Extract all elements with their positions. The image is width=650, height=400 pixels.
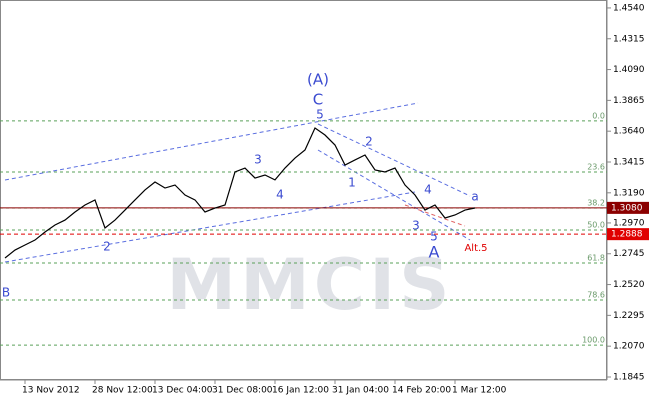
y-tick-label: 1.4540 [613, 3, 645, 13]
y-tick-label: 1.3415 [613, 157, 645, 167]
y-tick-label: 1.2970 [613, 218, 645, 228]
wave-label: 4 [276, 188, 284, 202]
y-tick-label: 1.3865 [613, 96, 645, 106]
wave-label: 3 [254, 153, 262, 167]
wave-label: a [471, 190, 478, 204]
wave-label: B [2, 286, 10, 300]
fib-label: 100.0 [582, 336, 605, 345]
y-tick-label: 1.2295 [613, 311, 645, 321]
x-tick-label: 13 Nov 2012 [22, 386, 80, 396]
plot-frame [0, 0, 607, 380]
x-tick-label: 31 Dec 08:00 [212, 386, 273, 396]
fib-label: 38.2 [587, 199, 605, 208]
x-tick-label: 16 Jan 12:00 [272, 386, 329, 396]
wave-label: A [429, 243, 440, 262]
wave-label: C [313, 91, 323, 109]
y-tick-label: 1.2520 [613, 280, 645, 290]
wave-label: 2 [365, 135, 373, 149]
y-tick-label: 1.1845 [613, 372, 645, 382]
fib-label: 23.6 [587, 162, 605, 171]
x-tick-label: 14 Feb 20:00 [392, 386, 451, 396]
y-tick-label: 1.3190 [613, 188, 645, 198]
x-tick-label: 13 Dec 04:00 [152, 386, 213, 396]
x-tick-label: 1 Mar 12:00 [452, 386, 507, 396]
wave-label: 2 [103, 240, 111, 254]
wave-label: 4 [424, 183, 432, 197]
price-line-series [4, 127, 476, 259]
x-tick-label: 28 Nov 12:00 [92, 386, 153, 396]
wave-label: 5 [316, 108, 324, 122]
fib-label: 50.0 [587, 221, 605, 230]
price-tag [607, 228, 649, 241]
wave-label: 5 [430, 230, 438, 244]
wave-label: Alt.5 [464, 243, 487, 254]
y-tick-label: 1.2070 [613, 342, 645, 352]
channel-lines [4, 102, 471, 263]
watermark: MMCIS [166, 244, 453, 326]
price-tag [607, 201, 649, 214]
fib-label: 78.6 [587, 291, 605, 300]
y-tick-label: 1.4090 [613, 65, 645, 75]
wave-label: (A) [307, 71, 329, 89]
x-tick-label: 31 Jan 04:00 [332, 386, 389, 396]
fib-label: 61.8 [587, 254, 605, 263]
price-tag-label: 1.2888 [611, 230, 643, 240]
wave-label: 1 [348, 176, 356, 190]
y-tick-label: 1.3640 [613, 127, 645, 137]
y-tick-label: 1.4315 [613, 34, 645, 44]
y-tick-label: 1.2745 [613, 249, 645, 259]
wave-label: 3 [412, 219, 420, 233]
price-tag-label: 1.3080 [611, 203, 643, 213]
fib-label: 0.0 [592, 111, 605, 120]
